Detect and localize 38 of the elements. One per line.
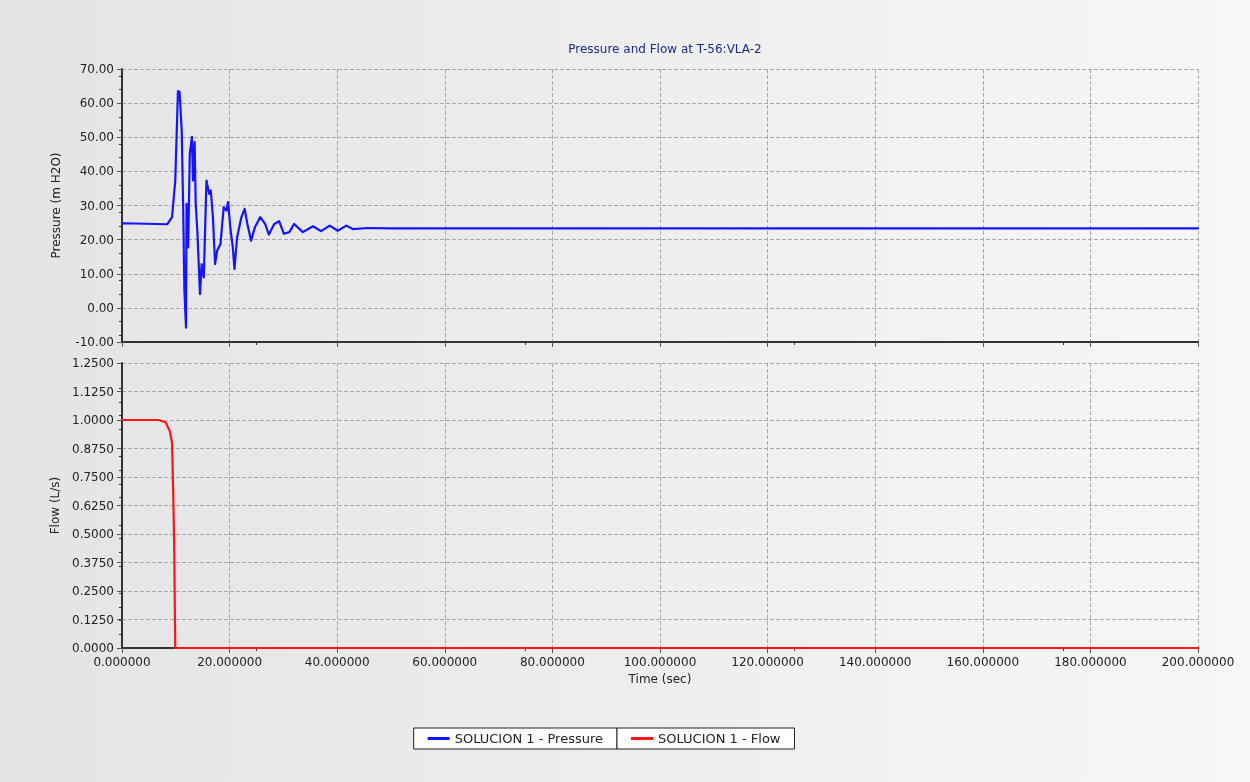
y-tick-label: 0.0000 xyxy=(72,641,114,655)
y-tick-label: 10.00 xyxy=(79,266,114,281)
y-tick-label: 0.3750 xyxy=(72,555,114,570)
y-tick-label: 1.1250 xyxy=(72,384,114,399)
x-tick-label: 160.000000 xyxy=(946,655,1020,669)
y-axis-title: Pressure (m H2O) xyxy=(49,152,63,259)
line-series xyxy=(120,90,1200,329)
y-tick-label: 0.5000 xyxy=(72,527,114,541)
x-tick-label: 40.000000 xyxy=(304,655,370,669)
y-tick-label: 0.00 xyxy=(87,300,114,315)
y-tick-label: 0.8750 xyxy=(72,441,114,456)
legend-label: SOLUCION 1 - Flow xyxy=(658,731,781,746)
x-tick-label: 120.000000 xyxy=(731,655,804,669)
y-tick-label: 0.7500 xyxy=(72,470,114,484)
y-tick-label: 20.00 xyxy=(79,232,114,247)
x-axis-title: Time (sec) xyxy=(627,671,692,686)
y-tick-label: 60.00 xyxy=(79,96,114,111)
x-tick-label: 80.000000 xyxy=(519,655,585,669)
x-tick-label: 180.000000 xyxy=(1054,655,1127,669)
y-tick-label: 30.00 xyxy=(79,198,114,213)
y-tick-label: 40.00 xyxy=(79,164,114,179)
x-tick-label: 0.000000 xyxy=(93,655,151,669)
chart-title: Pressure and Flow at T-56:VLA-2 xyxy=(568,42,762,56)
x-tick-label: 20.000000 xyxy=(197,655,263,669)
x-tick-label: 200.000000 xyxy=(1161,655,1235,669)
y-tick-label: 1.2500 xyxy=(72,356,114,370)
legend-label: SOLUCION 1 - Pressure xyxy=(454,731,604,746)
y-tick-label: 70.00 xyxy=(79,62,114,76)
y-tick-label: 50.00 xyxy=(79,130,114,145)
y-tick-label: 0.1250 xyxy=(72,612,114,627)
x-tick-label: 100.000000 xyxy=(623,655,697,669)
x-tick-label: 140.000000 xyxy=(838,655,912,669)
x-tick-label: 60.000000 xyxy=(412,655,478,669)
y-tick-label: 0.6250 xyxy=(72,498,114,513)
y-tick-label: 0.2500 xyxy=(72,584,114,598)
y-axis-title: Flow (L/s) xyxy=(48,476,63,535)
y-tick-label: 1.0000 xyxy=(72,413,114,427)
y-tick-label: -10.00 xyxy=(75,335,114,349)
